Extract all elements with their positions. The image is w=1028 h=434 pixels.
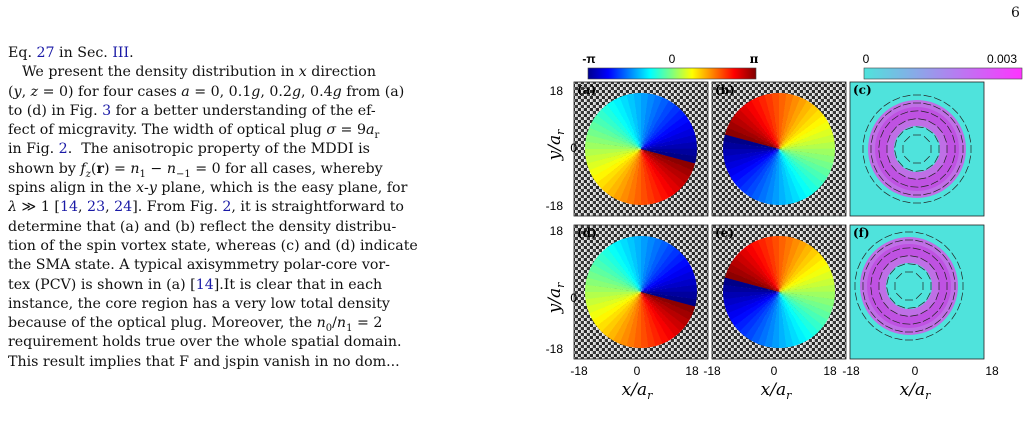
y-tick: -18 [546,342,564,356]
x-tick: -18 [570,364,588,378]
body-text: Eq. 27 in Sec. III. We present the densi… [8,44,508,372]
text-line: spins align in the x-y plane, which is t… [8,180,408,197]
figure-panel: (a) [573,81,709,217]
figure-panel: (f) [849,224,985,360]
y-tick: 0 [570,141,577,155]
text-line: Eq. 27 in Sec. III. [8,45,134,61]
phase-colorbar [587,67,757,80]
text-line: tex (PCV) is shown in (a) [14].It is cle… [8,276,383,293]
text-line: in Fig. 2. The anisotropic property of t… [8,141,370,158]
figure-panel: (c) [849,81,985,217]
text-line: shown by fz(r) = n1 − n−1 = 0 for all ca… [8,160,383,180]
x-tick: -18 [842,364,860,378]
y-axis-label-bottom: y/ar [545,282,567,314]
text-line: to (d) in Fig. 3 for a better understand… [8,102,376,119]
text-line: λ ≫ 1 [14, 23, 24]. From Fig. 2, it is s… [8,199,404,216]
x-tick: 18 [823,364,837,378]
density-colorbar-min-label: 0 [863,52,870,66]
text-line: instance, the core region has a very low… [8,295,390,312]
text-line: because of the optical plug. Moreover, t… [8,315,383,334]
text-line: requirement holds true over the whole sp… [8,334,402,351]
panel-label: (f) [853,226,870,240]
text-line: This result implies that F and jspin van… [8,353,400,370]
density-colorbar [863,67,1023,80]
x-tick: 0 [771,364,778,378]
figure-panel: (b) [711,81,847,217]
x-axis-label: x/ar [622,380,653,402]
phase-colorbar-max-label: π [750,52,759,66]
y-tick: 18 [550,224,564,238]
x-tick: 0 [634,364,641,378]
page-number: 6 [1011,5,1020,21]
y-tick: 18 [550,84,564,98]
panel-label: (c) [853,83,872,97]
x-tick: 18 [685,364,699,378]
panel-label: (d) [577,226,597,240]
y-axis-label-top: y/ar [545,129,567,161]
y-tick: 0 [570,291,577,305]
panel-label: (b) [715,83,735,97]
density-colorbar-max-label: 0.003 [987,52,1017,66]
text-line: the SMA state. A typical axisymmetry pol… [8,257,390,274]
text-line: determine that (a) and (b) reflect the d… [8,218,397,235]
x-tick: -18 [703,364,721,378]
panel-label: (a) [577,83,596,97]
text-line: We present the density distribution in x… [22,64,376,81]
text-line: (y, z = 0) for four cases a = 0, 0.1g, 0… [8,83,405,100]
text-line: fect of micgravity. The width of optical… [8,122,380,141]
x-axis-label: x/ar [900,380,931,402]
figure-panel: (d) [573,224,709,360]
phase-colorbar-min-label: -π [582,52,595,66]
x-tick: 18 [985,364,999,378]
x-tick: 0 [912,364,919,378]
x-axis-label: x/ar [761,380,792,402]
figure: -π 0 π 0 0.003 (a) (b) (c) (d) (e) (f) y/ar y… [530,0,1028,430]
phase-colorbar-mid-label: 0 [669,52,676,66]
y-tick: -18 [546,199,564,213]
figure-panel: (e) [711,224,847,360]
panel-label: (e) [715,226,734,240]
text-line: tion of the spin vortex state, whereas (… [8,237,418,254]
